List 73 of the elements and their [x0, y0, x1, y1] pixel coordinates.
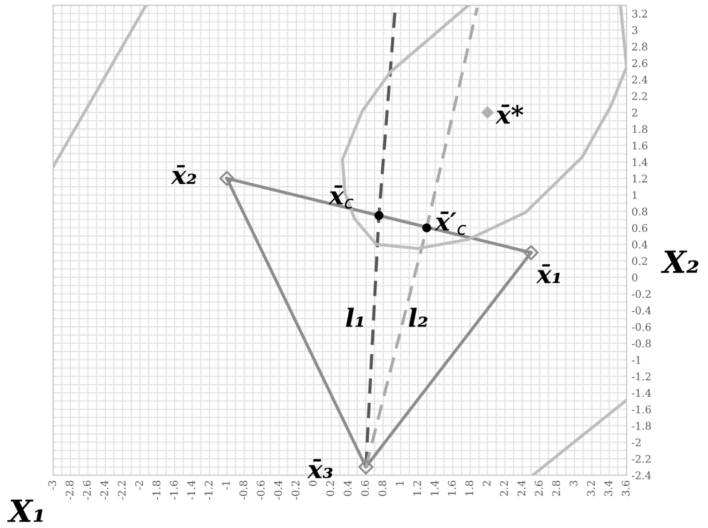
annotation: x̄* — [495, 104, 524, 124]
x-tick-label: -1.6 — [170, 480, 178, 500]
y-tick-label: 2.2 — [632, 92, 647, 100]
annotation: x̄$_{c}$ — [328, 185, 354, 209]
y-tick-label: 0 — [632, 274, 638, 282]
x-tick-label: 1.2 — [413, 481, 422, 496]
x-tick-label: 2.2 — [500, 481, 508, 496]
annotation: x̄₁ — [536, 264, 560, 284]
y-tick-label: 1 — [632, 191, 637, 199]
y-tick-label: 2.8 — [632, 42, 648, 51]
x-tick-label: -2 — [135, 481, 143, 490]
y-tick-label: 0.2 — [632, 257, 647, 265]
y-tick-label: -1.6 — [632, 405, 651, 414]
annotation: x̄₂ — [170, 165, 196, 184]
x-tick-label: 0.8 — [378, 480, 386, 496]
x-tick-label: 2 — [482, 481, 490, 486]
x-tick-label: -2.4 — [100, 480, 108, 500]
y-tick-label: -2 — [632, 438, 641, 446]
y-tick-label: 3 — [632, 26, 638, 34]
annotation: l₁ — [346, 308, 364, 327]
x-tick-label: -0.4 — [274, 480, 282, 500]
x-tick-label: -2.8 — [66, 480, 74, 500]
x-axis-title: X₁ — [7, 500, 43, 522]
y-tick-label: 0.6 — [632, 224, 648, 232]
y-tick-label: 1.6 — [632, 142, 648, 150]
y-tick-label: -1.2 — [632, 372, 651, 380]
x-tick-label: -0.2 — [292, 481, 300, 500]
y-tick-label: -1.8 — [632, 422, 651, 430]
y-tick-label: 2.6 — [632, 59, 648, 68]
x-tick-label: -1.4 — [187, 480, 196, 500]
x-tick-label: 1.8 — [465, 480, 474, 496]
x-tick-label: -2.2 — [118, 481, 126, 500]
x-tick-label: -1.2 — [204, 481, 213, 500]
x-tick-label: 0 — [308, 480, 317, 486]
y-tick-label: -1 — [632, 356, 640, 364]
y-tick-label: -0.8 — [632, 340, 651, 348]
x-tick-label: -0.8 — [239, 480, 248, 500]
y-tick-label: -0.6 — [632, 323, 651, 331]
annotation: l₂ — [408, 308, 428, 327]
annotation: x̄₃ — [307, 459, 333, 478]
x-tick-label: -0.6 — [256, 480, 265, 500]
y-tick-label: 0.8 — [632, 208, 648, 216]
x-tick-label: 0.2 — [326, 481, 334, 496]
y-tick-label: 1.8 — [632, 125, 648, 134]
y-tick-label: -0.2 — [632, 290, 651, 298]
x-tick-label: 1.4 — [430, 480, 438, 496]
y-tick-label: 2 — [632, 108, 638, 116]
x-tick-label: -2.6 — [83, 480, 91, 500]
x-tick-label: 0.6 — [361, 480, 369, 496]
y-axis-title: X₂ — [660, 250, 698, 273]
x-tick-label: -1 — [222, 482, 230, 490]
x-tick-label: 3.6 — [622, 480, 630, 496]
x-tick-label: 2.4 — [517, 480, 526, 496]
x-tick-label: 0.4 — [344, 480, 352, 496]
x-tick-label: 1.6 — [448, 480, 456, 496]
y-tick-label: 0.4 — [632, 240, 648, 248]
x-tick-label: 3 — [570, 480, 578, 486]
x-tick-label: 2.8 — [552, 480, 560, 496]
x-tick-label: 3.4 — [604, 480, 612, 496]
y-tick-label: -0.4 — [632, 306, 652, 314]
x-tick-label: -3 — [48, 480, 56, 490]
y-tick-label: 2.4 — [632, 76, 648, 84]
y-tick-label: -1.4 — [632, 388, 652, 397]
y-tick-label: -2.4 — [632, 471, 652, 480]
x-tick-label: -1.8 — [152, 480, 160, 500]
y-tick-label: 3.2 — [632, 10, 647, 18]
y-tick-label: 1.4 — [632, 158, 648, 166]
x-tick-label: 2.6 — [534, 480, 543, 496]
y-tick-label: -2.2 — [632, 454, 651, 463]
y-tick-label: 1.2 — [632, 174, 647, 183]
x-tick-label: 1 — [396, 482, 404, 486]
annotation: x̄′$_{c}$ — [434, 212, 466, 235]
x-tick-label: 3.2 — [586, 481, 595, 496]
